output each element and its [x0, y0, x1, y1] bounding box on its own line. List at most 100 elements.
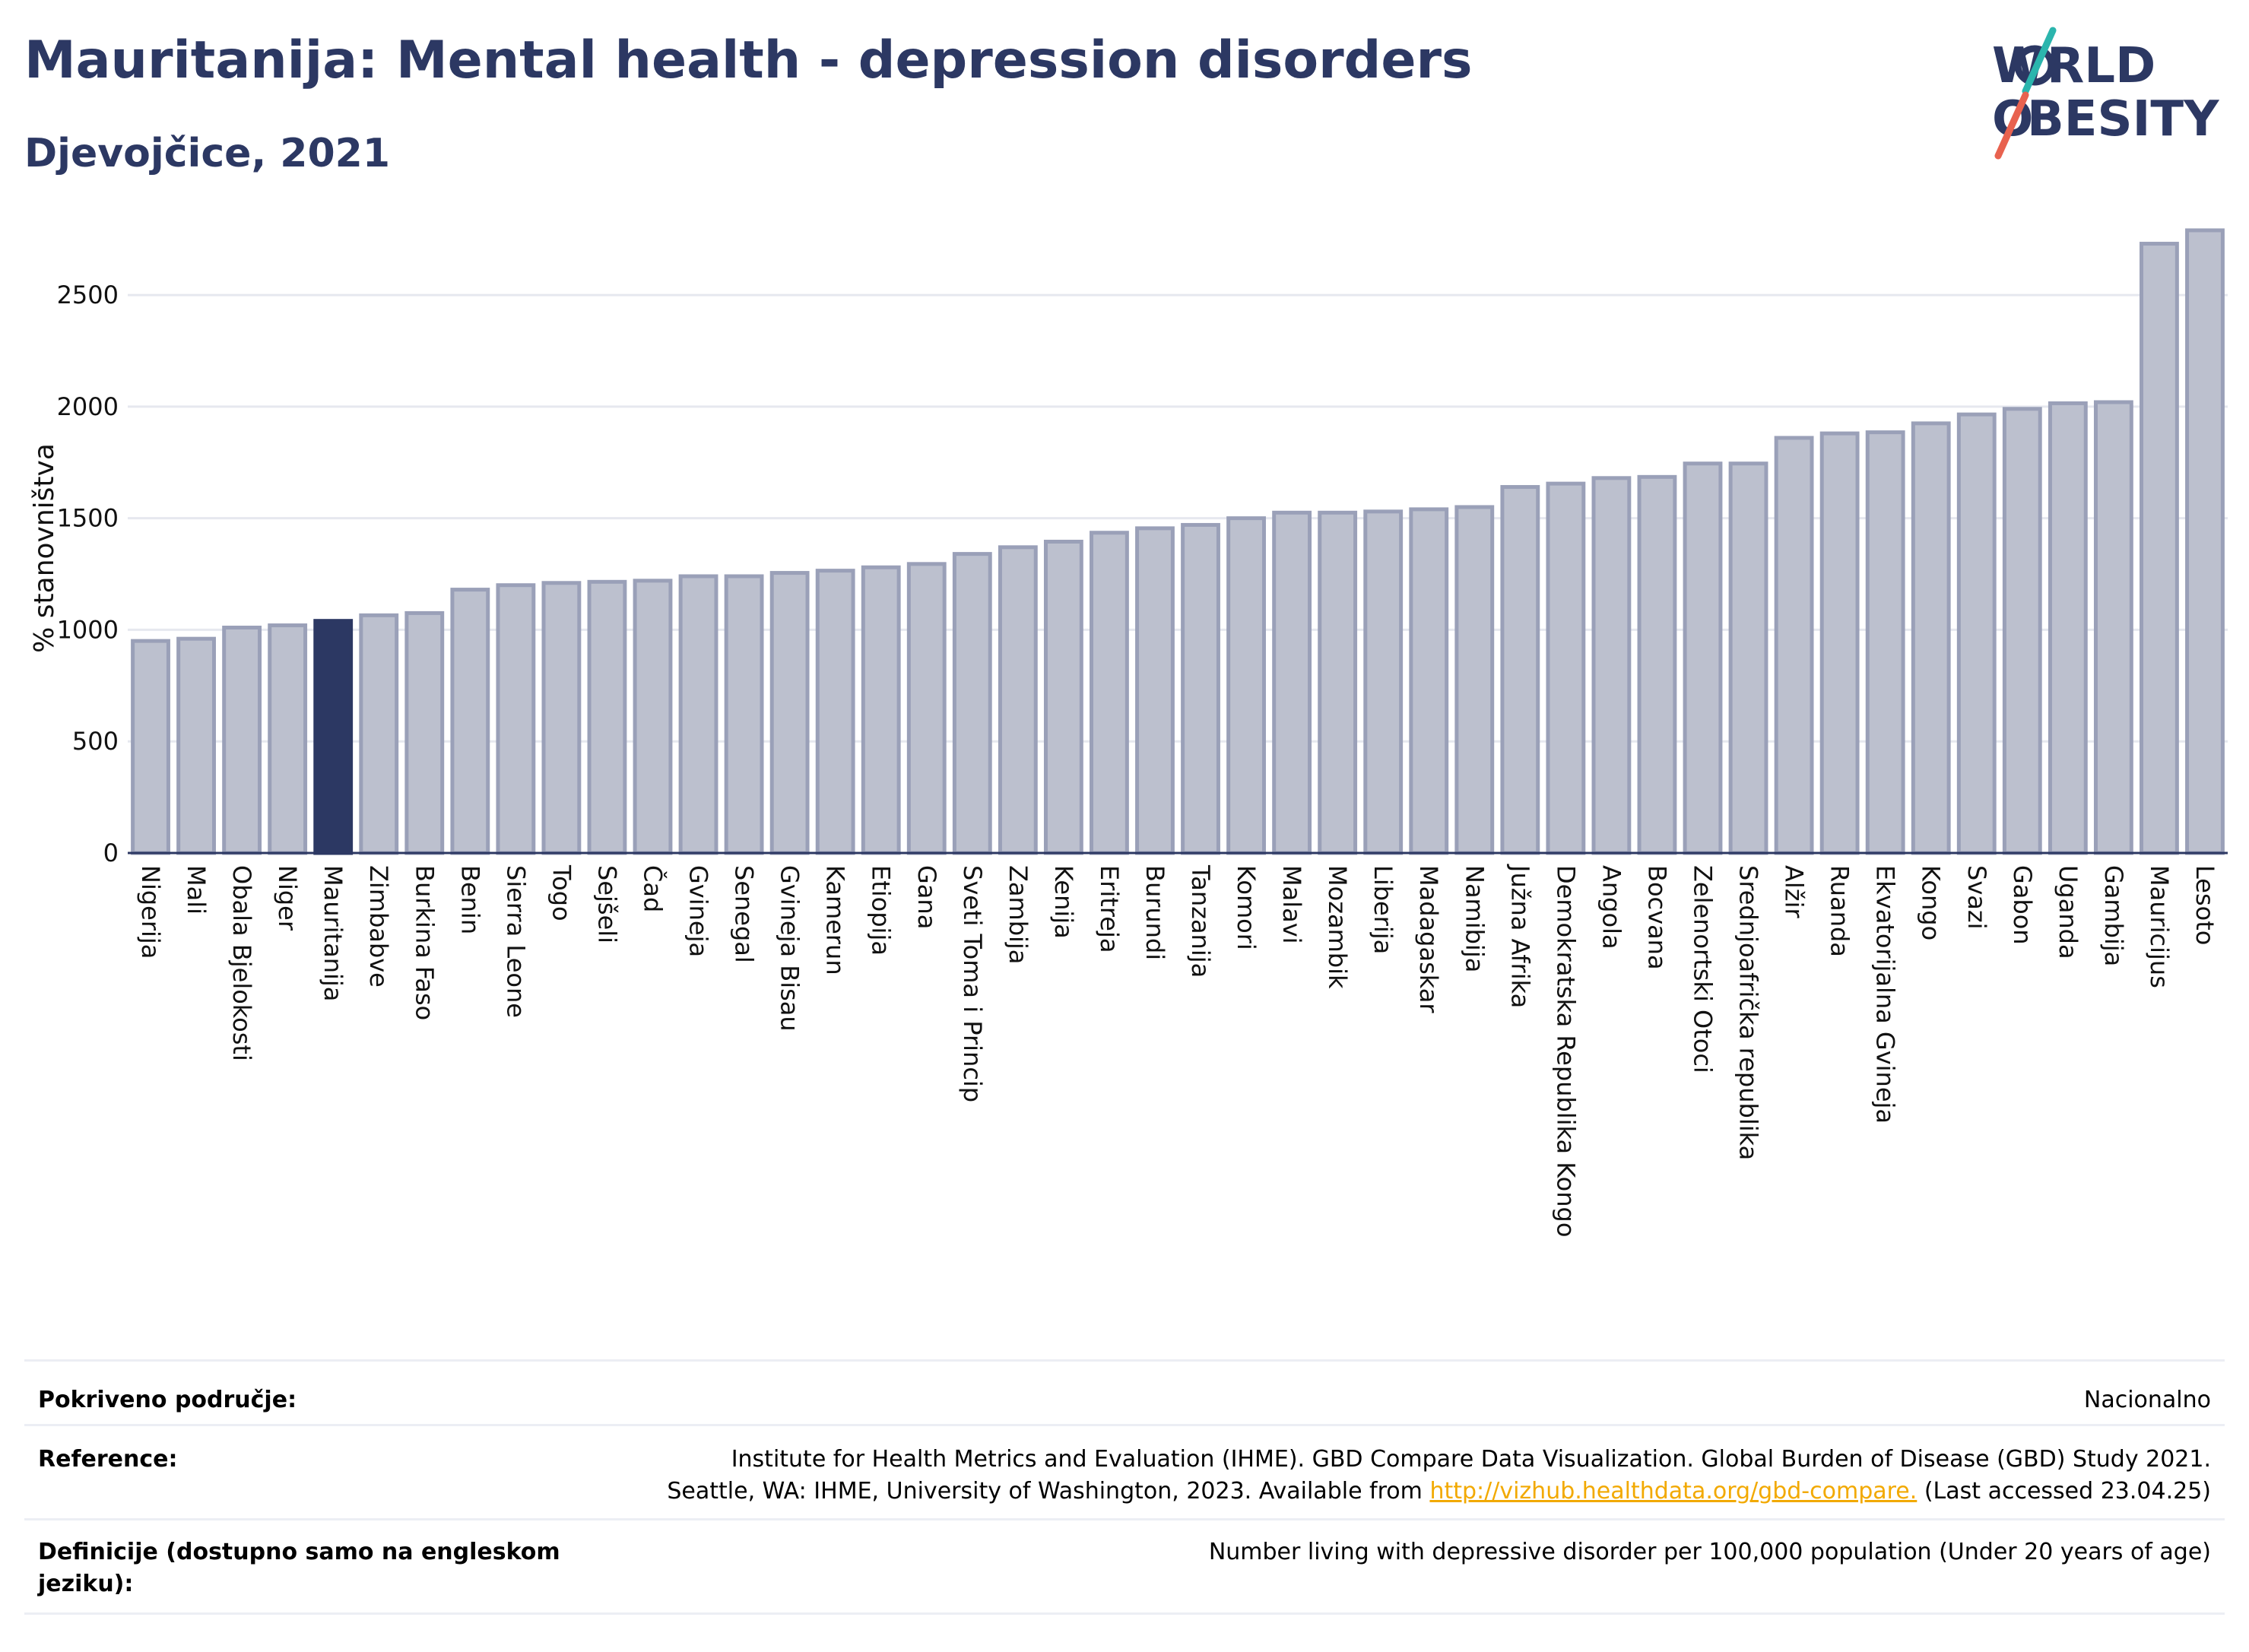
x-tick-label: Togo	[547, 864, 576, 921]
bar	[1500, 485, 1540, 855]
bar	[541, 581, 582, 855]
bar	[1135, 526, 1175, 855]
bar	[313, 619, 354, 855]
bar	[1454, 505, 1495, 855]
bar	[1363, 509, 1404, 855]
bar	[2185, 228, 2225, 855]
x-tick-label: Namibija	[1460, 865, 1489, 972]
x-tick-label: Zimbabve	[364, 865, 393, 988]
bar	[131, 639, 170, 855]
x-tick-label: Burkina Faso	[410, 865, 439, 1020]
definition-value: Number living with depressive disorder p…	[1208, 1539, 2211, 1565]
x-tick-label: Obala Bjelokosti	[227, 865, 256, 1061]
reference-line-2: Seattle, WA: IHME, University of Washing…	[667, 1476, 2211, 1508]
x-tick-label: Kongo	[1917, 865, 1946, 940]
bar	[404, 610, 445, 855]
x-tick-label: Alžir	[1780, 865, 1809, 918]
x-tick-label: Mozambik	[1323, 865, 1352, 989]
x-tick-label: Ruanda	[1826, 865, 1854, 957]
reference-label: Reference:	[38, 1446, 178, 1473]
x-tick-label: Angola	[1597, 865, 1626, 950]
bar	[1090, 531, 1129, 855]
y-tick-label: 2000	[57, 392, 119, 421]
bar	[815, 569, 855, 855]
bar	[1181, 522, 1220, 855]
bar	[1591, 476, 1632, 855]
y-tick-label: 2500	[57, 281, 119, 309]
x-tick-label: Mauritanija	[319, 865, 347, 1001]
divider	[24, 1424, 2225, 1426]
bar	[1318, 510, 1358, 855]
x-tick-label: Benin	[455, 865, 484, 934]
y-tick-label: 500	[72, 727, 119, 756]
metadata-table: Pokriveno područje: Nacionalno Reference…	[24, 1359, 2225, 1620]
x-tick-label: Demokratska Republika Kongo	[1551, 865, 1580, 1237]
x-tick-label: Niger	[273, 865, 302, 931]
bar	[1683, 461, 1723, 855]
bar	[1911, 421, 1951, 855]
bar	[2093, 400, 2133, 855]
bar	[1546, 481, 1586, 855]
bar	[587, 579, 627, 855]
bar	[998, 545, 1038, 855]
x-tick-label: Gana	[912, 865, 941, 929]
x-tick-label: Bocvana	[1642, 865, 1671, 970]
x-tick-label: Mali	[182, 865, 211, 915]
x-tick-label: Srednjoafrička republika	[1734, 865, 1763, 1160]
reference-value: Institute for Health Metrics and Evaluat…	[667, 1444, 2211, 1508]
x-tick-label: Kamerun	[821, 865, 850, 975]
x-tick-label: Južna Afrika	[1505, 864, 1534, 1008]
x-tick-label: Mauricijus	[2145, 865, 2174, 988]
bar	[1956, 412, 1997, 855]
bar	[1637, 474, 1677, 855]
x-tick-label: Ekvatorijalna Gvineja	[1871, 865, 1900, 1124]
bar	[1728, 461, 1768, 855]
x-tick-label: Nigerija	[136, 865, 165, 959]
bar	[952, 552, 992, 855]
bar	[2140, 242, 2179, 855]
x-tick-label: Lesoto	[2190, 865, 2219, 945]
coverage-label: Pokriveno područje:	[38, 1387, 297, 1413]
bar	[176, 636, 216, 855]
x-tick-label: Gambija	[2099, 865, 2128, 966]
x-tick-label: Liberija	[1369, 865, 1397, 954]
bar-chart: 0 500 1000 1500 2000 2500 Nigerija Mali Obala Bj…	[29, 228, 2228, 1237]
x-tick-label: Gvineja	[684, 865, 713, 957]
x-tick-label: Zelenortski Otoci	[1689, 865, 1718, 1073]
x-tick-label: Svazi	[1962, 865, 1991, 930]
x-tick-label: Etiopija	[867, 865, 896, 956]
world-obesity-logo: W RLD O BESITY	[1992, 27, 2219, 160]
svg-text:RLD: RLD	[2047, 38, 2155, 94]
bar	[496, 583, 536, 855]
bar	[1272, 510, 1312, 855]
divider	[24, 1518, 2225, 1520]
bar	[359, 613, 399, 855]
coverage-value: Nacionalno	[2083, 1387, 2211, 1413]
y-tick-label: 0	[103, 839, 119, 867]
page-subtitle: Djevojčice, 2021	[24, 131, 391, 176]
x-tick-label: Eritreja	[1095, 865, 1124, 953]
x-tick-label: Sveti Toma i Princip	[958, 865, 987, 1102]
svg-text:BESITY: BESITY	[2027, 91, 2219, 147]
x-tick-label: Tanzanija	[1186, 864, 1215, 978]
x-tick-label: Burundi	[1140, 865, 1169, 960]
x-tick-label: Malavi	[1277, 865, 1306, 944]
x-tick-label: Zambija	[1004, 865, 1033, 964]
y-tick-label: 1500	[57, 504, 119, 533]
reference-line-1: Institute for Health Metrics and Evaluat…	[731, 1446, 2211, 1473]
bar	[1226, 516, 1266, 855]
bar	[678, 574, 718, 855]
reference-link[interactable]: http://vizhub.healthdata.org/gbd-compare…	[1429, 1478, 1918, 1505]
bar	[268, 623, 308, 855]
y-tick-label: 1000	[57, 615, 119, 644]
x-tick-label: Senegal	[730, 865, 759, 963]
bar	[724, 574, 764, 855]
bar	[222, 625, 262, 855]
x-tick-label: Sierra Leone	[501, 865, 530, 1018]
divider	[24, 1612, 2225, 1615]
bar	[861, 565, 901, 855]
bar	[1774, 436, 1814, 855]
bar	[450, 588, 490, 855]
bar	[1865, 430, 1905, 855]
x-tick-label: Komori	[1232, 865, 1261, 950]
